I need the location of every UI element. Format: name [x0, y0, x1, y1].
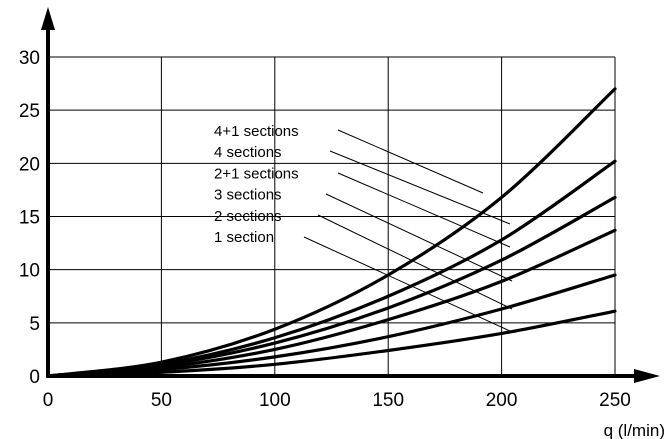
leader-line-2	[329, 150, 511, 225]
series-curve-1	[46, 87, 617, 378]
series-curve-5	[46, 273, 617, 378]
series-label-2: 4 sections	[214, 144, 282, 161]
x-axis-label: q (l/min)	[604, 421, 665, 439]
y-axis-arrow-icon	[41, 7, 55, 30]
grid	[48, 56, 616, 376]
leader-line-4	[325, 193, 513, 282]
series-label-4: 3 sections	[214, 187, 282, 204]
series-curve-4	[46, 228, 617, 378]
series-labels: 4+1 sections 4 sections 2+1 sections 3 sect…	[214, 123, 299, 246]
series-label-5: 2 sections	[214, 208, 282, 225]
y-tick-label-30: 30	[19, 48, 40, 69]
x-tick-label-150: 150	[372, 390, 404, 411]
y-tick-label-5: 5	[29, 314, 40, 335]
leader-line-1	[337, 129, 484, 194]
x-tick-label-0: 0	[43, 390, 54, 411]
tick-labels: 0 5 10 15 20 25 30 0 50 100 150 200 250	[19, 48, 631, 411]
leader-lines	[303, 129, 513, 332]
y-tick-label-20: 20	[19, 154, 40, 175]
curves	[46, 87, 617, 378]
series-curve-3	[46, 195, 617, 378]
leader-line-3	[337, 172, 511, 248]
leader-line-6	[303, 236, 511, 332]
series-label-6: 1 section	[214, 229, 274, 246]
x-tick-label-50: 50	[151, 390, 172, 411]
x-axis-arrow-icon	[634, 369, 660, 383]
y-tick-label-0: 0	[29, 367, 40, 388]
leader-line-5	[317, 214, 513, 310]
series-label-3: 2+1 sections	[214, 165, 299, 182]
x-tick-label-100: 100	[259, 390, 291, 411]
series-label-1: 4+1 sections	[214, 123, 299, 140]
series-curve-6	[46, 309, 617, 378]
y-tick-label-15: 15	[19, 208, 40, 229]
axes	[41, 7, 660, 383]
x-tick-label-250: 250	[599, 390, 631, 411]
x-tick-label-200: 200	[486, 390, 518, 411]
y-tick-label-10: 10	[19, 261, 40, 282]
y-tick-label-25: 25	[19, 101, 40, 122]
